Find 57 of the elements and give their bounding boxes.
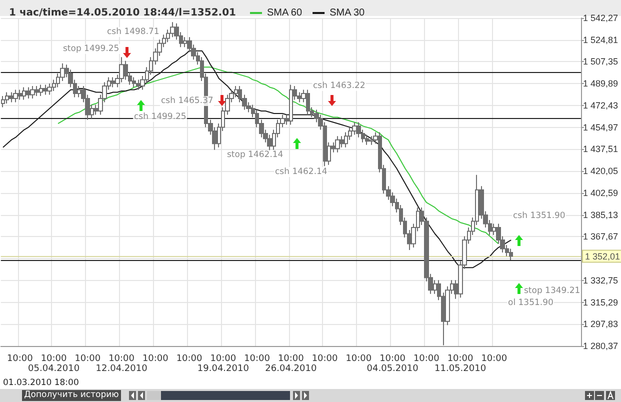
candlestick	[267, 134, 272, 152]
annotation: stop 1349.21	[523, 286, 582, 296]
y-tick-label: 1 454,97	[582, 122, 618, 132]
y-tick-label: 1 420,05	[582, 166, 618, 176]
y-tick-label: 1 385,13	[582, 210, 618, 220]
y-tick-label: 1 489,89	[582, 78, 618, 89]
y-tick-label: 1 332,75	[582, 275, 618, 286]
candlestick	[335, 136, 340, 153]
candlestick	[369, 136, 374, 146]
y-tick-label: 1 367,67	[582, 232, 618, 242]
x-tick-label: 10:00	[413, 354, 440, 364]
legend-label: SMA 60	[267, 8, 302, 18]
legend-label: SMA 30	[330, 8, 366, 18]
line-series	[58, 66, 499, 244]
annotation: stop 1462.14	[226, 150, 284, 160]
candlestick	[119, 56, 124, 83]
x-tick-label: 10:00	[142, 354, 169, 364]
annotation: csh 1463.22	[312, 81, 366, 91]
x-tick-label: 10:00	[6, 354, 34, 364]
y-tick-label: 1 402,59	[582, 188, 618, 198]
chart-title: 1 час/time=14.05.2010 18:44/l=1352.01	[9, 8, 236, 18]
candlestick	[30, 85, 35, 99]
y-tick-label: 1 472,43	[582, 100, 618, 110]
y-tick-label: 1 507,35	[582, 56, 618, 67]
candlestick	[136, 79, 141, 90]
y-tick-label: 1 315,29	[582, 297, 618, 308]
candlestick	[13, 89, 18, 103]
x-tick-label: 10:00	[481, 354, 508, 364]
candlestick	[26, 86, 31, 99]
candlestick	[47, 82, 52, 96]
annotation: csh 1465.37	[160, 96, 214, 106]
annotation: csh 1351.90	[512, 211, 566, 221]
text: Дополучить историю	[22, 390, 121, 401]
y-tick-label: 1 524,81	[582, 34, 618, 45]
x-tick-label: 10:00	[346, 354, 372, 364]
annotation: stop 1499.25	[62, 44, 120, 54]
y-tick-label: 1 297,83	[582, 319, 618, 330]
x-tick-label: 10:00	[312, 354, 338, 364]
annotation: csh 1499.25	[133, 112, 188, 122]
ref-line-label: 1 352,01	[584, 251, 620, 262]
x-tick-label: 10:00	[244, 354, 270, 364]
x-tick-label: 10:00	[176, 354, 203, 364]
text: 01.03.2010 18:00	[2, 378, 80, 388]
annotation: csh 1498.71	[106, 27, 160, 37]
candlestick	[170, 22, 175, 38]
candlestick	[22, 86, 26, 100]
candlestick	[509, 248, 513, 261]
y-tick-label: 1 280,37	[582, 341, 618, 351]
candlestick	[43, 84, 48, 96]
y-tick-label: 1 437,51	[582, 144, 618, 154]
candlestick	[39, 84, 43, 96]
annotation: csh 1462.14	[274, 167, 328, 177]
candlestick	[5, 92, 9, 104]
x-tick-label: 10:00	[74, 354, 101, 364]
y-tick-label: 1 542,27	[582, 13, 618, 23]
annotation: ol 1351.90	[507, 298, 554, 308]
candlestick	[9, 92, 14, 103]
